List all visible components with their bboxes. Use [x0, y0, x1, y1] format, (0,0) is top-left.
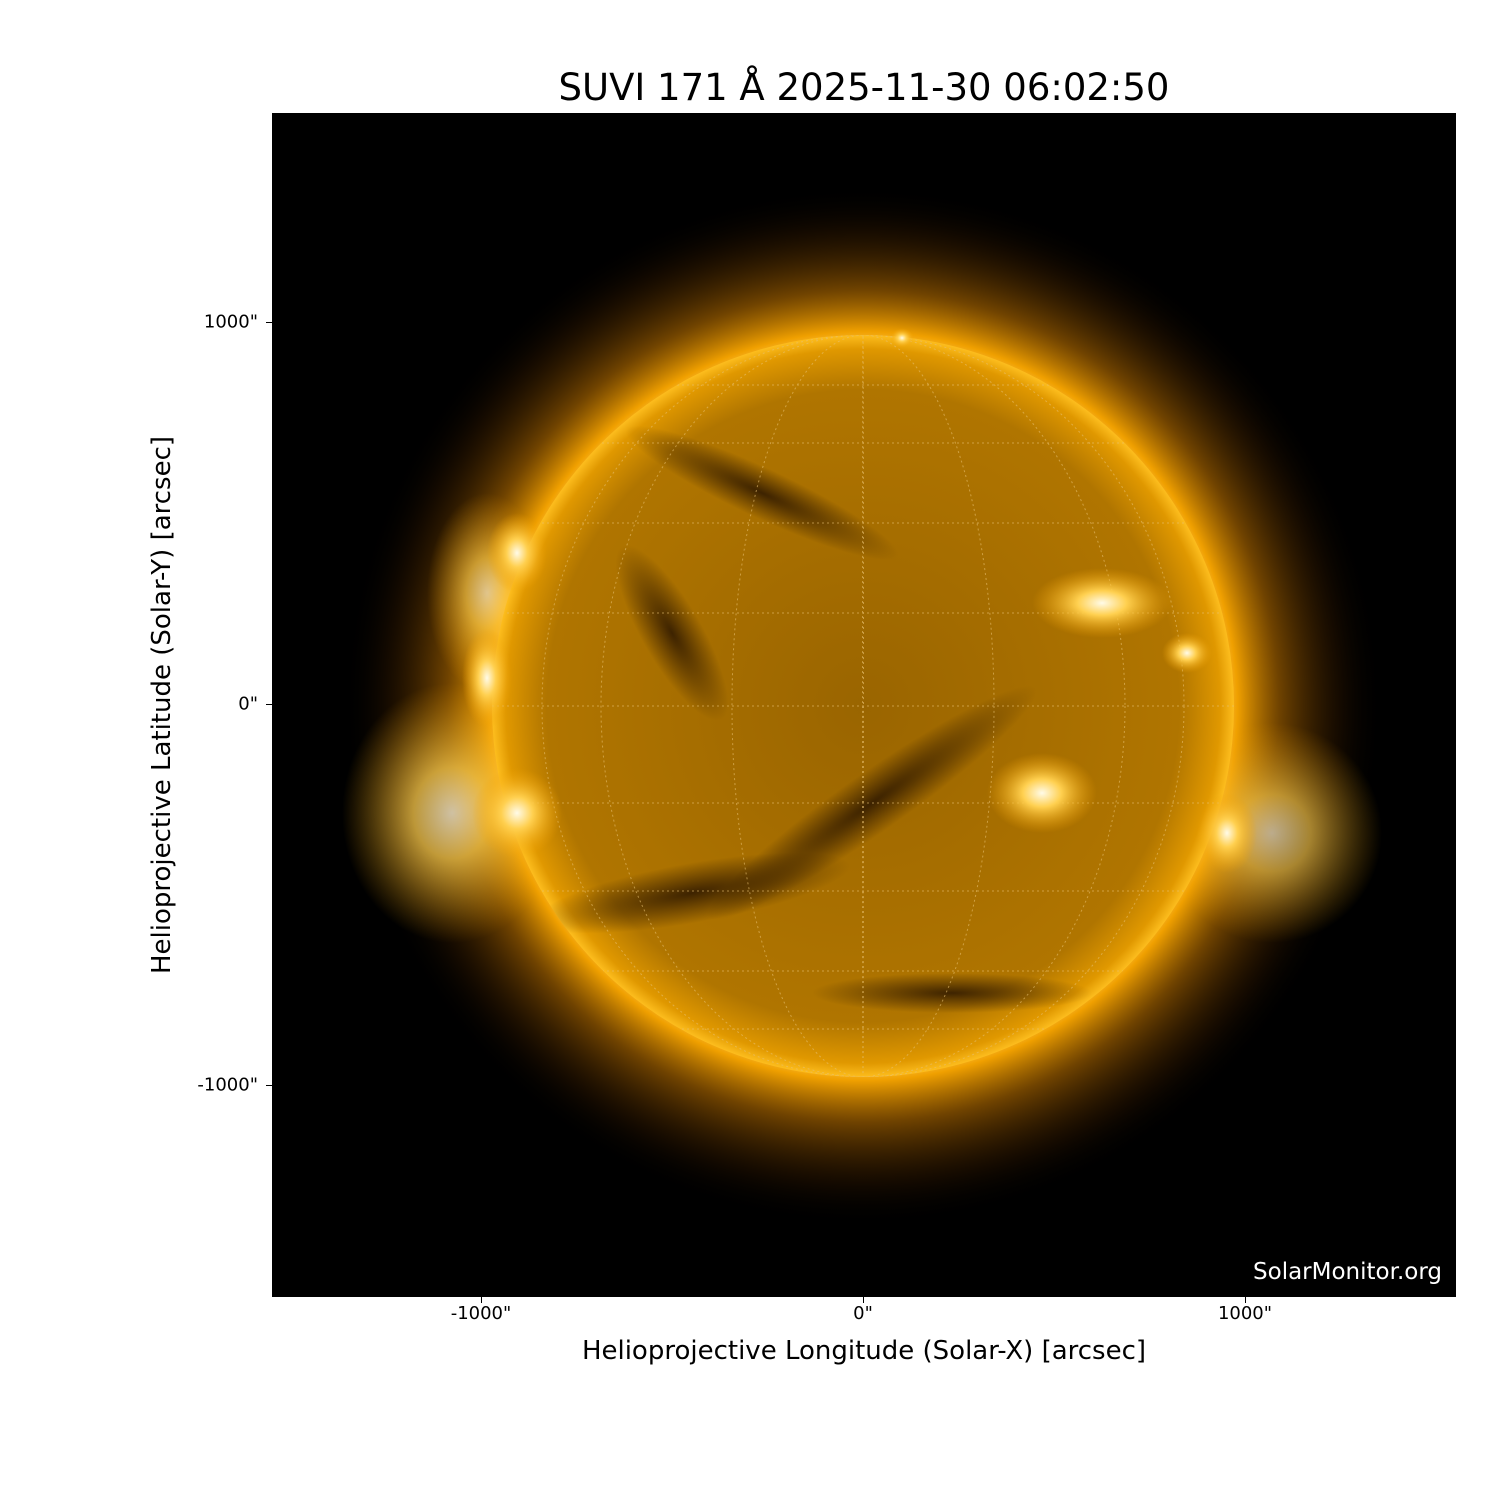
watermark: SolarMonitor.org — [1253, 1259, 1442, 1285]
x-tick-label: 0" — [853, 1303, 873, 1324]
y-tick-label: 1000" — [203, 311, 258, 333]
solar-image: SolarMonitor.org — [272, 113, 1456, 1297]
x-tick-mark — [481, 1297, 482, 1303]
sun-disk-image — [342, 186, 1383, 1226]
y-tick-mark — [266, 704, 272, 705]
y-axis-label: Helioprojective Latitude (Solar-Y) [arcs… — [147, 435, 177, 975]
y-tick-label: 0" — [238, 693, 258, 715]
x-tick-label: 1000" — [1217, 1303, 1273, 1324]
x-tick-mark — [1245, 1297, 1246, 1303]
y-tick-mark — [266, 1085, 272, 1086]
x-axis-label: Helioprojective Longitude (Solar-X) [arc… — [581, 1336, 1147, 1366]
x-tick-mark — [863, 1297, 864, 1303]
y-tick-mark — [266, 322, 272, 323]
x-tick-label: -1000" — [450, 1303, 512, 1324]
y-tick-label: -1000" — [197, 1074, 258, 1096]
plot-title: SUVI 171 Å 2025-11-30 06:02:50 — [558, 66, 1170, 109]
